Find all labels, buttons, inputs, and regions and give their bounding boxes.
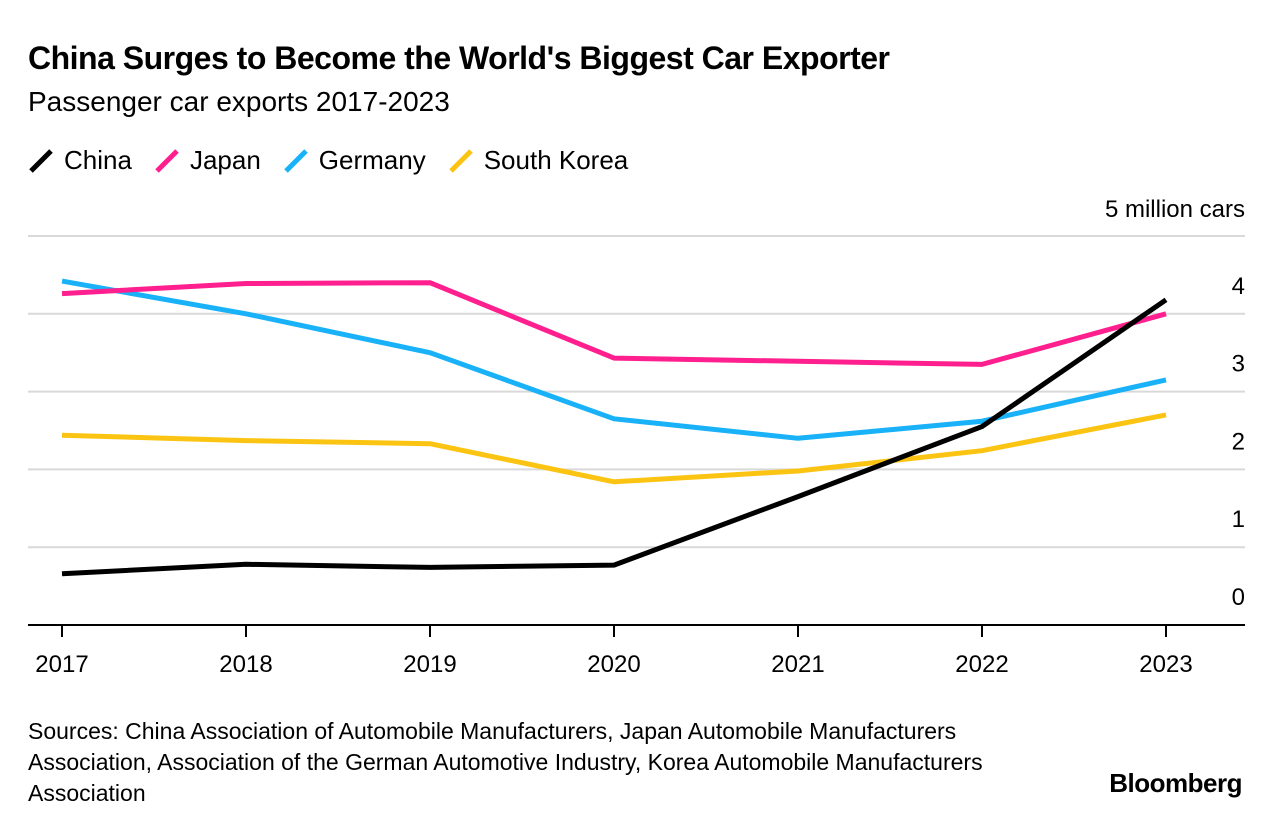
legend-label: China [64,145,132,175]
legend-label: Japan [189,145,261,175]
x-tick-label: 2017 [35,651,88,678]
chart-subtitle: Passenger car exports 2017-2023 [28,86,450,117]
x-tick-label: 2020 [587,651,640,678]
bloomberg-logo: Bloomberg [1109,768,1242,798]
y-tick-label: 4 [1232,273,1245,300]
x-tick-label: 2018 [219,651,272,678]
legend-swatch-icon [448,148,473,173]
chart-title: China Surges to Become the World's Bigge… [28,40,890,76]
x-tick-label: 2023 [1139,651,1192,678]
source-note: Sources: China Association of Automobile… [28,718,983,806]
legend-item-japan: Japan [154,145,261,176]
legend-label: South Korea [483,145,629,175]
legend-item-south-korea: South Korea [448,145,629,176]
legend-swatch-icon [284,148,308,173]
legend-item-germany: Germany [283,145,426,176]
legend-swatch-icon [29,148,53,173]
y-tick-label: 2 [1232,428,1245,455]
series-line-japan [61,280,1167,367]
line-chart: 0 1 2 3 4 5 million cars 2017 2018 2019 2020 2021… [28,196,1245,678]
x-tick-label: 2022 [955,651,1008,678]
series-line-south-korea [61,412,1167,485]
y-tick-label: 0 [1232,584,1245,611]
series-line-china [61,297,1168,577]
legend-item-china: China [28,145,132,176]
legend-label: Germany [318,145,426,175]
legend: China Japan Germany South Korea [28,145,650,176]
legend-swatch-icon [155,148,179,173]
series-line-germany [61,278,1167,441]
y-tick-label: 3 [1232,351,1245,378]
y-unit-label: 5 million cars [1105,196,1245,223]
x-tick-label: 2019 [403,651,456,678]
y-tick-label: 1 [1232,506,1245,533]
x-tick-label: 2021 [771,651,824,678]
